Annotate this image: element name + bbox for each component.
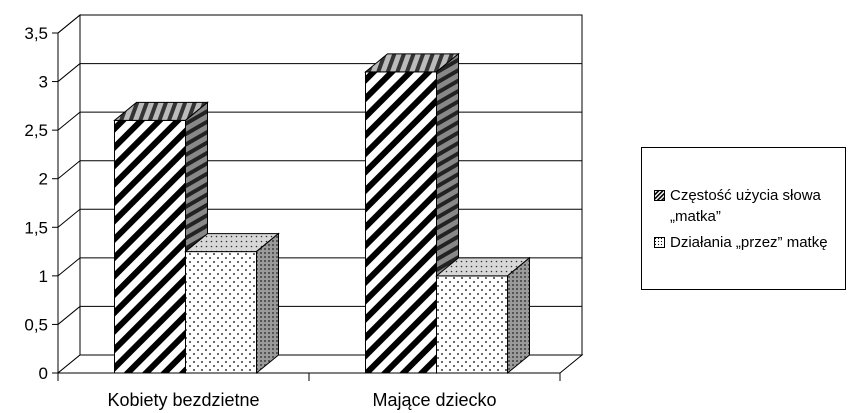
gridline-side: [57, 208, 81, 228]
x-category-label: Kobiety bezdzietne: [107, 390, 259, 410]
bar: [113, 101, 209, 375]
y-tick-label: 0,5: [24, 315, 48, 334]
x-category-label: Mające dziecko: [372, 390, 496, 410]
legend-label-series-2: Działania „przez” matkę: [670, 234, 828, 251]
side-wall: [57, 13, 81, 375]
gridline-side: [57, 160, 81, 180]
gridline-side: [57, 111, 81, 131]
legend-swatch-stripes: [654, 190, 665, 201]
gridline-side: [57, 257, 81, 277]
x-axis-labels: Kobiety bezdzietne Mające dziecko: [107, 390, 496, 410]
bar-side: [507, 256, 530, 375]
y-tick-label: 1,5: [24, 218, 48, 237]
bar-side: [256, 232, 279, 375]
legend-item-series-2: Działania „przez” matkę: [654, 232, 835, 253]
legend-label-series-1: Częstość użycia słowa „matka”: [670, 187, 821, 225]
bars: [113, 52, 531, 375]
y-tick-label: 1: [39, 267, 48, 286]
gridline-side: [57, 63, 81, 82]
gridline-side: [57, 14, 81, 34]
bar: [184, 232, 280, 375]
legend-swatch-dots: [654, 237, 665, 248]
y-tick-label: 3,5: [24, 24, 48, 43]
legend-item-series-1: Częstość użycia słowa „matka”: [654, 185, 835, 227]
y-tick-label: 3: [39, 73, 48, 92]
gridline-side: [57, 306, 81, 325]
y-axis-ticks: 0 0,5 1 1,5 2 2,5 3 3,5: [24, 24, 58, 383]
bar: [435, 256, 531, 375]
legend: Częstość użycia słowa „matka” Działania …: [641, 147, 846, 290]
y-tick-label: 0: [39, 364, 48, 383]
y-tick-label: 2: [39, 170, 48, 189]
bar-front: [436, 275, 508, 374]
bar-front: [114, 119, 186, 374]
bar-front: [365, 71, 437, 374]
bar-front: [185, 251, 257, 374]
y-tick-label: 2,5: [24, 121, 48, 140]
